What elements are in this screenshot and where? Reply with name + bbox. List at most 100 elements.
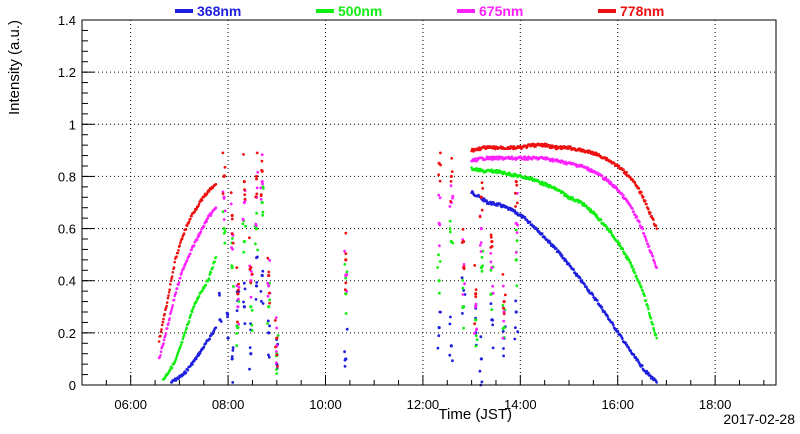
data-point <box>438 260 442 263</box>
data-point <box>184 228 188 231</box>
date-label: 2017-02-28 <box>723 411 795 427</box>
data-point <box>173 260 176 264</box>
data-point <box>475 338 479 341</box>
data-point <box>502 354 505 358</box>
data-point <box>214 255 218 259</box>
data-point <box>502 347 505 350</box>
legend-label: 675nm <box>479 3 523 19</box>
data-point <box>187 254 191 258</box>
data-point <box>170 275 174 278</box>
data-point <box>449 184 453 188</box>
data-point <box>170 308 173 312</box>
data-point <box>162 342 165 345</box>
data-point <box>438 291 441 295</box>
data-point <box>625 343 629 347</box>
data-point <box>175 255 178 258</box>
data-point <box>236 305 240 309</box>
data-point <box>164 334 167 337</box>
data-point <box>474 157 477 160</box>
data-point <box>172 266 176 269</box>
data-point <box>503 293 507 297</box>
data-point <box>461 227 465 231</box>
data-point <box>463 293 467 296</box>
data-point <box>473 322 476 326</box>
data-point <box>243 193 247 197</box>
data-point <box>168 317 171 320</box>
data-point <box>514 228 518 232</box>
data-point <box>643 294 646 298</box>
data-point <box>242 240 246 244</box>
data-point <box>640 191 643 194</box>
data-point <box>171 271 175 274</box>
data-point <box>230 213 234 218</box>
x-tick-label: 06:00 <box>114 397 147 412</box>
data-point <box>516 211 519 215</box>
data-point <box>343 249 346 253</box>
data-point <box>651 323 655 326</box>
data-point <box>448 353 452 357</box>
data-point <box>159 334 162 338</box>
data-point <box>600 305 604 309</box>
data-point <box>479 357 483 361</box>
data-point <box>274 345 277 349</box>
data-point <box>167 322 170 325</box>
data-point <box>491 318 495 322</box>
data-point <box>223 209 227 213</box>
data-point <box>202 345 206 349</box>
y-tick-label: 1 <box>69 117 76 132</box>
data-point <box>647 371 650 375</box>
data-point <box>489 268 493 272</box>
data-point <box>449 180 453 183</box>
data-point <box>437 193 441 197</box>
data-point <box>501 327 505 330</box>
y-tick-label: 0 <box>69 378 76 393</box>
data-point <box>267 273 271 278</box>
y-tick-label: 1.2 <box>58 65 76 80</box>
data-point <box>490 266 494 270</box>
data-point <box>208 273 211 276</box>
data-point <box>502 299 506 304</box>
data-point <box>254 222 258 226</box>
data-point <box>344 276 348 280</box>
data-point <box>514 251 518 254</box>
data-point <box>235 266 239 269</box>
data-point <box>273 319 277 322</box>
data-point <box>230 217 234 221</box>
data-point <box>259 194 263 198</box>
x-tick-label: 14:00 <box>504 397 537 412</box>
data-point <box>649 316 653 320</box>
data-point <box>481 187 485 190</box>
data-point <box>643 199 647 202</box>
data-point <box>474 292 478 296</box>
data-point <box>344 281 348 285</box>
data-point <box>629 349 632 353</box>
data-point <box>249 281 253 284</box>
data-point <box>241 217 245 221</box>
data-point <box>501 330 505 333</box>
data-point <box>651 254 655 258</box>
data-point <box>631 178 634 181</box>
data-point <box>214 182 218 186</box>
data-point <box>501 304 505 307</box>
data-point <box>343 364 347 368</box>
data-point <box>555 247 558 250</box>
data-point <box>219 320 223 323</box>
data-point <box>202 225 206 228</box>
data-point <box>222 218 226 221</box>
data-point <box>461 312 464 315</box>
data-point <box>474 344 478 348</box>
data-point <box>159 354 162 357</box>
y-tick-label: 0.8 <box>58 169 76 184</box>
data-point <box>249 270 253 273</box>
data-point <box>560 254 564 257</box>
data-point <box>649 211 652 214</box>
data-point <box>182 333 186 337</box>
data-point <box>437 326 441 330</box>
data-point <box>255 211 258 215</box>
data-point <box>514 258 518 262</box>
legend-item: 368nm <box>175 3 241 19</box>
data-point <box>261 269 265 273</box>
data-point <box>165 327 169 330</box>
data-point <box>513 337 517 341</box>
data-point <box>256 170 260 174</box>
